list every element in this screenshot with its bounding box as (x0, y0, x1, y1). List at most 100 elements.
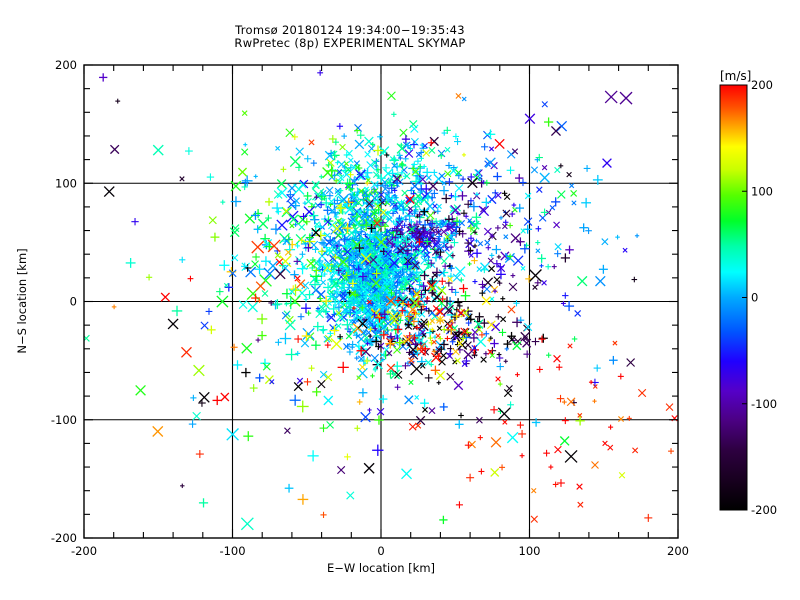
data-point-x (532, 284, 538, 290)
data-point-plus (460, 176, 466, 182)
data-point-x (428, 146, 436, 154)
data-point-plus (296, 400, 309, 413)
data-point-x (324, 334, 333, 343)
data-point-x (571, 200, 577, 206)
data-point-plus (205, 308, 213, 315)
data-point-x (366, 161, 375, 170)
data-point-x (331, 248, 341, 258)
data-point-plus (321, 198, 332, 208)
data-point-plus (384, 152, 390, 158)
data-point-x (305, 198, 312, 205)
data-point-x (286, 193, 295, 203)
data-point-x (404, 395, 414, 405)
data-point-plus (462, 357, 471, 365)
axis-ticks (83, 64, 679, 539)
data-point-plus (260, 358, 270, 368)
data-point-plus (293, 257, 301, 265)
data-point-x (553, 221, 561, 229)
data-point-x (413, 271, 422, 279)
data-point-plus (367, 223, 376, 233)
data-point-x (365, 199, 374, 208)
data-point-plus (355, 243, 364, 253)
data-point-plus (378, 394, 388, 404)
data-point-plus (317, 69, 324, 76)
data-point-plus (332, 139, 339, 146)
data-point-plus (328, 135, 337, 143)
data-point-x (487, 348, 494, 355)
data-point-x (429, 284, 437, 292)
data-point-x (319, 370, 328, 379)
data-point-x (520, 265, 526, 271)
data-point-plus (351, 222, 357, 228)
data-point-x (490, 436, 502, 448)
data-point-plus (456, 219, 463, 226)
data-point-x (380, 271, 389, 280)
data-point-plus (295, 350, 301, 356)
data-point-x (361, 189, 368, 197)
data-point-plus (609, 355, 618, 365)
data-point-x (554, 445, 562, 454)
data-point-plus (481, 197, 492, 208)
data-point-plus (99, 73, 108, 82)
data-point-x (275, 258, 284, 266)
data-point-plus (478, 280, 487, 289)
data-point-x (554, 166, 561, 174)
data-point-plus (344, 453, 351, 461)
data-point-x (276, 187, 288, 199)
data-point-x (559, 436, 570, 446)
data-point-x (415, 415, 426, 426)
data-point-plus (386, 369, 395, 378)
data-point-x (193, 364, 205, 377)
data-point-x (364, 307, 372, 315)
data-point-x (313, 265, 322, 273)
data-point-plus (668, 448, 674, 455)
data-point-plus (354, 261, 359, 267)
data-point-plus (455, 501, 463, 509)
data-point-plus (385, 338, 396, 349)
data-point-x (476, 416, 483, 424)
data-point-plus (348, 274, 354, 280)
data-point-x (402, 276, 414, 288)
data-point-plus (394, 333, 399, 339)
data-point-plus (481, 143, 489, 151)
data-point-plus (377, 133, 383, 140)
data-point-x (308, 139, 315, 146)
data-point-x (276, 179, 287, 189)
data-point-plus (465, 320, 472, 327)
data-point-x (393, 346, 401, 354)
data-point-x (383, 168, 393, 179)
data-point-plus (375, 167, 381, 173)
data-point-plus (493, 172, 502, 181)
colorbar-tick-label: 200 (751, 78, 773, 92)
data-point-plus (325, 314, 331, 320)
data-point-plus (372, 242, 379, 249)
data-point-x (368, 277, 375, 284)
data-point-plus (391, 207, 397, 213)
data-point-plus (328, 275, 336, 283)
data-point-plus (190, 394, 197, 401)
data-point-x (405, 194, 415, 205)
data-point-x (399, 244, 407, 253)
data-point-x (524, 322, 533, 332)
data-point-x (364, 248, 372, 255)
data-point-x (385, 270, 392, 277)
data-point-x (497, 407, 511, 421)
data-point-x (400, 234, 409, 244)
data-point-x (327, 197, 336, 206)
data-point-plus (241, 178, 250, 187)
data-point-plus (305, 233, 314, 242)
data-point-plus (305, 290, 314, 299)
data-point-plus (488, 335, 494, 341)
data-point-plus (224, 283, 234, 292)
data-point-plus (301, 331, 312, 341)
data-point-plus (483, 179, 490, 186)
data-point-x (383, 284, 391, 292)
data-point-plus (255, 337, 261, 343)
data-point-plus (489, 252, 495, 258)
data-point-plus (325, 161, 332, 168)
data-point-plus (441, 193, 451, 204)
data-point-x (284, 319, 296, 331)
data-point-x (411, 261, 420, 270)
data-point-plus (439, 295, 447, 303)
data-point-x (438, 172, 446, 180)
